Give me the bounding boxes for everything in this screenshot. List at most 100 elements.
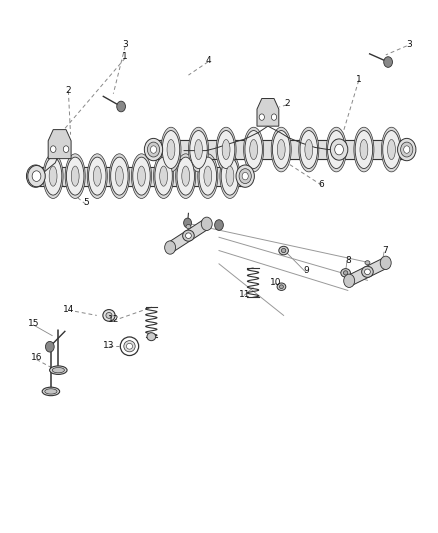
Ellipse shape bbox=[244, 127, 264, 172]
Ellipse shape bbox=[222, 140, 230, 159]
Ellipse shape bbox=[154, 154, 173, 198]
Text: 11: 11 bbox=[240, 289, 251, 298]
Ellipse shape bbox=[328, 131, 345, 168]
Text: 12: 12 bbox=[108, 315, 119, 324]
Ellipse shape bbox=[279, 285, 283, 288]
Circle shape bbox=[384, 56, 392, 67]
Ellipse shape bbox=[49, 166, 57, 186]
Ellipse shape bbox=[271, 127, 291, 172]
Circle shape bbox=[184, 218, 191, 228]
Ellipse shape bbox=[401, 142, 413, 157]
Circle shape bbox=[46, 342, 54, 352]
Text: 6: 6 bbox=[319, 180, 325, 189]
Ellipse shape bbox=[201, 217, 212, 230]
Ellipse shape bbox=[45, 389, 57, 394]
Ellipse shape bbox=[176, 154, 196, 198]
Ellipse shape bbox=[221, 157, 239, 195]
Ellipse shape bbox=[300, 131, 318, 168]
Ellipse shape bbox=[67, 157, 84, 195]
Ellipse shape bbox=[147, 333, 155, 341]
Ellipse shape bbox=[124, 341, 135, 352]
Polygon shape bbox=[48, 130, 71, 159]
Ellipse shape bbox=[116, 166, 124, 186]
Circle shape bbox=[272, 114, 277, 120]
Text: 3: 3 bbox=[122, 40, 128, 49]
Ellipse shape bbox=[272, 131, 290, 168]
Ellipse shape bbox=[182, 166, 190, 186]
Ellipse shape bbox=[165, 241, 176, 254]
Circle shape bbox=[32, 171, 41, 181]
Ellipse shape bbox=[365, 261, 370, 265]
Ellipse shape bbox=[162, 131, 180, 168]
Ellipse shape bbox=[242, 172, 248, 180]
Ellipse shape bbox=[326, 127, 346, 172]
Ellipse shape bbox=[277, 140, 285, 159]
Ellipse shape bbox=[138, 166, 145, 186]
Ellipse shape bbox=[343, 271, 348, 275]
Ellipse shape bbox=[111, 157, 128, 195]
Ellipse shape bbox=[42, 387, 60, 395]
Ellipse shape bbox=[44, 157, 62, 195]
Text: 8: 8 bbox=[345, 256, 351, 264]
Polygon shape bbox=[257, 99, 279, 126]
Ellipse shape bbox=[279, 246, 288, 255]
Ellipse shape bbox=[199, 157, 216, 195]
Ellipse shape bbox=[160, 166, 167, 186]
Ellipse shape bbox=[103, 310, 115, 321]
Ellipse shape bbox=[106, 312, 112, 318]
Ellipse shape bbox=[43, 154, 63, 198]
Ellipse shape bbox=[49, 366, 67, 374]
Ellipse shape bbox=[167, 140, 175, 159]
Text: 2: 2 bbox=[284, 99, 290, 108]
Text: 1: 1 bbox=[356, 75, 362, 84]
Text: 13: 13 bbox=[103, 341, 115, 350]
Ellipse shape bbox=[71, 166, 79, 186]
Polygon shape bbox=[168, 219, 209, 253]
Ellipse shape bbox=[360, 140, 368, 159]
Text: 4: 4 bbox=[205, 56, 211, 64]
Polygon shape bbox=[347, 257, 388, 286]
Ellipse shape bbox=[145, 139, 162, 161]
Ellipse shape bbox=[87, 154, 107, 198]
Circle shape bbox=[259, 114, 265, 120]
Text: 5: 5 bbox=[83, 198, 89, 207]
Ellipse shape bbox=[299, 127, 319, 172]
Text: 3: 3 bbox=[406, 40, 412, 49]
Ellipse shape bbox=[127, 343, 133, 349]
Circle shape bbox=[117, 101, 125, 112]
Ellipse shape bbox=[383, 131, 400, 168]
Ellipse shape bbox=[239, 168, 251, 183]
Ellipse shape bbox=[110, 154, 130, 198]
Ellipse shape bbox=[398, 139, 416, 161]
Circle shape bbox=[215, 220, 223, 230]
Ellipse shape bbox=[183, 230, 194, 241]
Ellipse shape bbox=[32, 172, 39, 180]
Ellipse shape bbox=[245, 131, 262, 168]
Ellipse shape bbox=[52, 368, 64, 373]
Ellipse shape bbox=[362, 266, 373, 277]
Ellipse shape bbox=[250, 140, 258, 159]
Ellipse shape bbox=[216, 127, 236, 172]
Ellipse shape bbox=[236, 165, 254, 187]
Ellipse shape bbox=[29, 168, 42, 183]
Ellipse shape bbox=[177, 157, 194, 195]
Ellipse shape bbox=[388, 140, 396, 159]
Ellipse shape bbox=[364, 269, 371, 274]
Ellipse shape bbox=[155, 157, 172, 195]
Ellipse shape bbox=[305, 140, 313, 159]
Ellipse shape bbox=[354, 127, 374, 172]
Circle shape bbox=[64, 146, 69, 152]
Ellipse shape bbox=[277, 283, 286, 290]
Ellipse shape bbox=[133, 157, 150, 195]
Ellipse shape bbox=[344, 274, 355, 287]
Ellipse shape bbox=[148, 142, 159, 157]
Ellipse shape bbox=[188, 127, 208, 172]
Ellipse shape bbox=[282, 248, 286, 253]
Ellipse shape bbox=[88, 157, 106, 195]
Text: 10: 10 bbox=[270, 278, 282, 287]
Ellipse shape bbox=[404, 146, 410, 154]
Ellipse shape bbox=[150, 146, 156, 154]
Ellipse shape bbox=[93, 166, 101, 186]
Ellipse shape bbox=[217, 131, 235, 168]
Ellipse shape bbox=[186, 224, 191, 229]
